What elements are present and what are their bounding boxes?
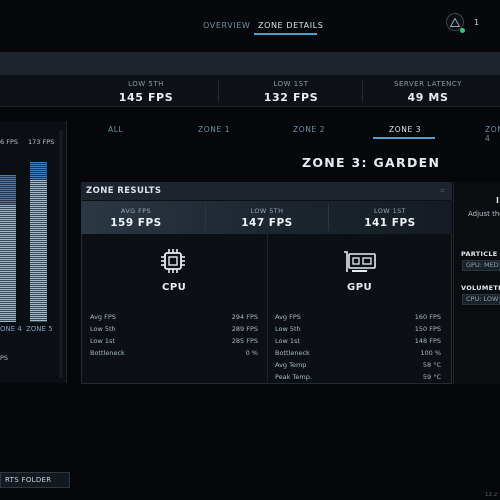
- results-stats-band: [81, 201, 452, 234]
- gpu-card-icon: [343, 250, 377, 278]
- stat-value: 145 FPS: [118, 91, 174, 104]
- setting-dropdown[interactable]: GPU: MED: [462, 260, 500, 271]
- metric-row: Bottleneck 100 %: [275, 348, 441, 358]
- result-stat-low-1st: LOW 1ST 141 FPS: [340, 207, 440, 229]
- metric-name: Low 5th: [90, 325, 116, 333]
- setting-label: PARTICLE F: [461, 250, 500, 258]
- stat-label: SERVER LATENCY: [394, 80, 462, 88]
- metric-row: Avg FPS 160 FPS: [275, 312, 441, 322]
- metric-name: Avg Temp: [275, 361, 307, 369]
- status-dot: [460, 28, 465, 33]
- stat-value: 141 FPS: [364, 217, 416, 229]
- metric-name: Bottleneck: [275, 349, 310, 357]
- setting-dropdown[interactable]: CPU: LOW: [462, 294, 500, 305]
- stat-low-5th: LOW 5TH 145 FPS: [86, 80, 206, 104]
- chart-fps-label: 173 FPS: [28, 138, 55, 146]
- stat-label: LOW 1ST: [373, 207, 407, 215]
- chart-scrollbar[interactable]: [59, 130, 63, 378]
- chart-zone-label: ZONE 5: [26, 325, 53, 333]
- panel-heading: I: [496, 196, 499, 205]
- active-tab-indicator: [254, 33, 317, 35]
- resize-handle-icon[interactable]: ⌗: [440, 186, 445, 195]
- zone-tab-4[interactable]: ZONE 4: [485, 125, 500, 143]
- results-header: [81, 182, 452, 200]
- zone-tab-3[interactable]: ZONE 3: [389, 125, 422, 134]
- metric-value: 100 %: [420, 349, 441, 357]
- stat-label: LOW 5TH: [250, 207, 284, 215]
- metric-value: 289 FPS: [231, 325, 258, 333]
- metric-value: 58 °C: [422, 361, 441, 369]
- divider: [218, 80, 219, 102]
- cpu-chip-icon: [160, 248, 186, 278]
- chart-bar-zone-5: [30, 162, 47, 322]
- metric-value: 150 FPS: [414, 325, 441, 333]
- metric-value: 148 FPS: [414, 337, 441, 345]
- metric-name: Bottleneck: [90, 349, 125, 357]
- metric-value: 160 FPS: [414, 313, 441, 321]
- setting-label: VOLUMETR: [461, 284, 500, 292]
- metric-row: Peak Temp. 59 °C: [275, 372, 441, 382]
- summary-stats-row: [0, 75, 500, 107]
- metric-row: Low 1st 285 FPS: [90, 336, 258, 346]
- top-nav: OVERVIEW ZONE DETAILS 1: [0, 0, 500, 52]
- cpu-label: CPU: [162, 282, 187, 293]
- metric-value: 285 FPS: [231, 337, 258, 345]
- tab-overview[interactable]: OVERVIEW: [203, 21, 251, 30]
- metric-value: 294 FPS: [231, 313, 258, 321]
- warning-icon[interactable]: [446, 13, 464, 31]
- result-stat-avg: AVG FPS 159 FPS: [86, 207, 186, 229]
- stat-low-1st: LOW 1ST 132 FPS: [231, 80, 351, 104]
- zone-tab-1[interactable]: ZONE 1: [198, 125, 231, 134]
- stat-server-latency: SERVER LATENCY 49 MS: [368, 80, 488, 104]
- results-title: ZONE RESULTS: [86, 186, 162, 196]
- open-reports-folder-button[interactable]: RTS FOLDER: [0, 472, 70, 488]
- chart-fps-label: 6 FPS: [0, 138, 18, 146]
- stat-value: 49 MS: [407, 91, 449, 104]
- metric-row: Avg FPS 294 FPS: [90, 312, 258, 322]
- active-zone-indicator: [373, 137, 435, 139]
- zone-tab-all[interactable]: ALL: [108, 125, 124, 134]
- gpu-label: GPU: [347, 282, 373, 293]
- metric-row: Bottleneck 0 %: [90, 348, 258, 358]
- metric-row: Low 5th 150 FPS: [275, 324, 441, 334]
- metric-value: 59 °C: [422, 373, 441, 381]
- chart-bar-zone-4-accent: [0, 175, 16, 205]
- settings-suggestion-panel: [453, 182, 500, 384]
- page-title: ZONE 3: GARDEN: [302, 155, 441, 170]
- chart-bar-zone-5-accent: [30, 162, 47, 180]
- chart-bar-zone-4: [0, 175, 16, 322]
- panel-subtitle: Adjust the: [468, 210, 500, 218]
- divider: [328, 204, 329, 231]
- version-label: 12.2: [485, 492, 498, 498]
- stat-label: LOW 5TH: [128, 80, 164, 88]
- metric-row: Avg Temp 58 °C: [275, 360, 441, 370]
- chart-fps-footer: PS: [0, 354, 9, 362]
- divider: [205, 204, 206, 231]
- tab-zone-details[interactable]: ZONE DETAILS: [258, 21, 324, 30]
- stat-value: 147 FPS: [241, 217, 293, 229]
- chart-zone-label: ONE 4: [0, 325, 22, 333]
- metric-row: Low 5th 289 FPS: [90, 324, 258, 334]
- divider: [267, 234, 268, 384]
- metric-name: Low 1st: [275, 337, 300, 345]
- user-count: 1: [474, 18, 480, 27]
- divider: [362, 80, 363, 102]
- metric-name: Low 5th: [275, 325, 301, 333]
- metric-value: 0 %: [245, 349, 258, 357]
- result-stat-low-5th: LOW 5TH 147 FPS: [217, 207, 317, 229]
- metric-name: Low 1st: [90, 337, 115, 345]
- stat-label: AVG FPS: [120, 207, 152, 215]
- stat-label: LOW 1ST: [273, 80, 309, 88]
- metric-name: Avg FPS: [90, 313, 116, 321]
- stat-value: 132 FPS: [263, 91, 319, 104]
- metric-name: Avg FPS: [275, 313, 301, 321]
- stats-header-bar: [0, 52, 500, 75]
- zone-tab-2[interactable]: ZONE 2: [293, 125, 326, 134]
- metric-row: Low 1st 148 FPS: [275, 336, 441, 346]
- metric-name: Peak Temp.: [275, 373, 312, 381]
- stat-value: 159 FPS: [110, 217, 162, 229]
